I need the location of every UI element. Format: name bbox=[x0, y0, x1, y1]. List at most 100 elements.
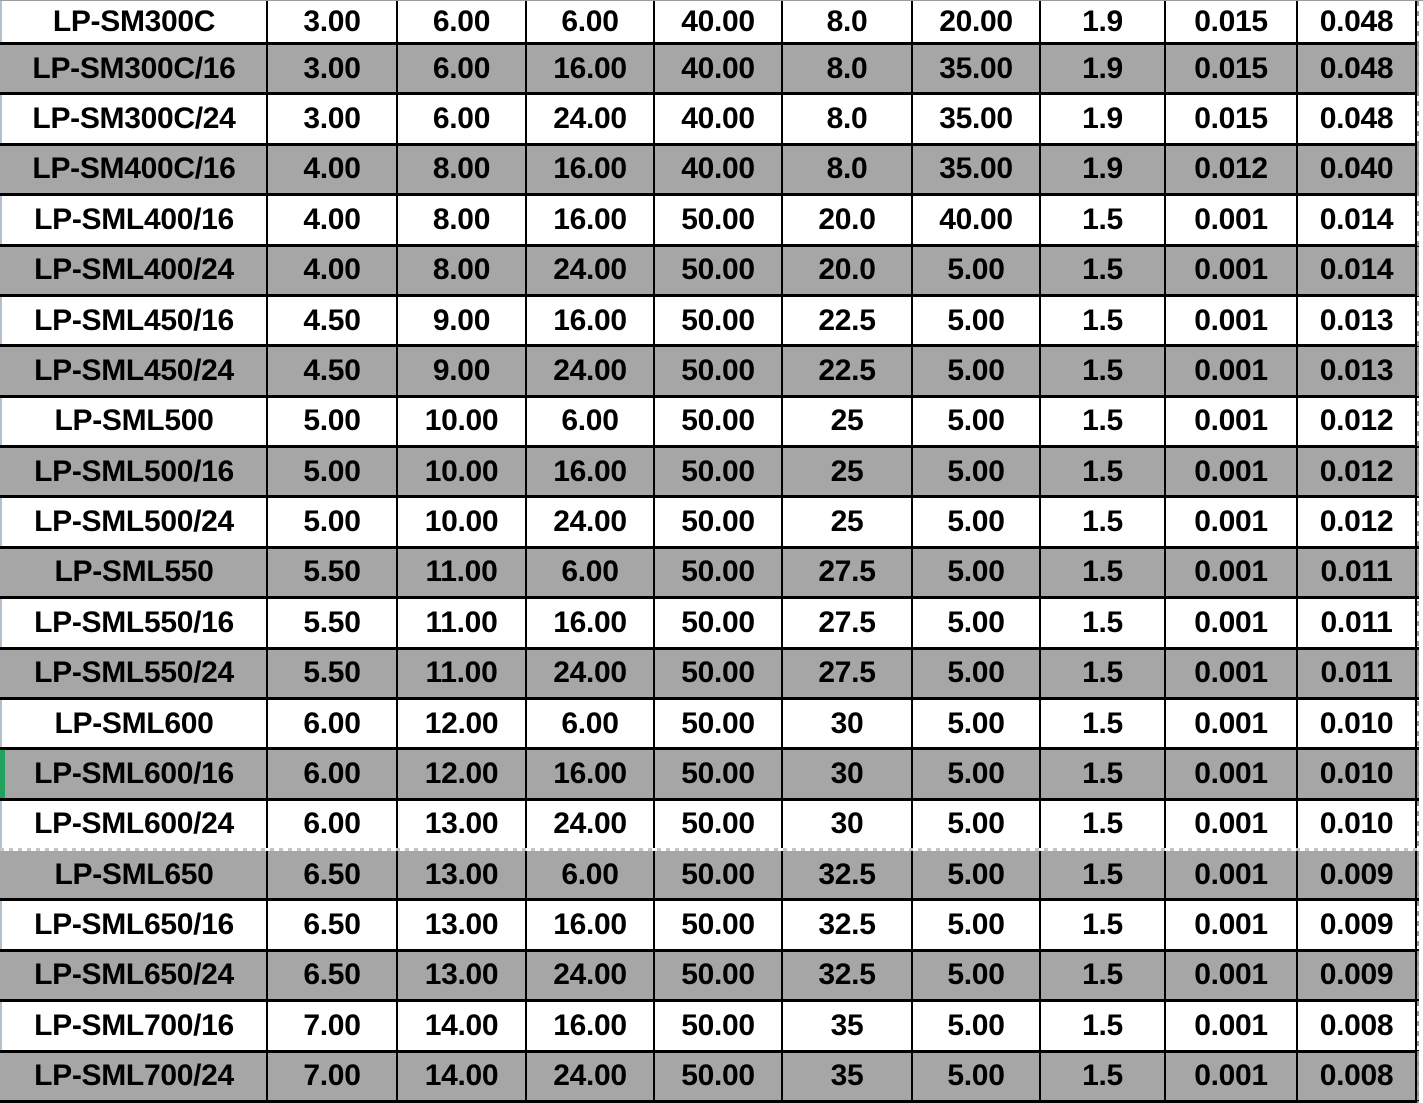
value-cell[interactable]: 50.00 bbox=[655, 246, 783, 294]
value-cell[interactable]: 0.011 bbox=[1298, 599, 1417, 647]
value-cell[interactable]: 0.040 bbox=[1298, 145, 1417, 194]
model-cell[interactable]: LP-SM300C bbox=[0, 1, 268, 42]
value-cell[interactable]: 6.00 bbox=[398, 95, 527, 143]
model-cell[interactable]: LP-SML600/24 bbox=[0, 800, 268, 848]
value-cell[interactable]: 5.00 bbox=[913, 397, 1041, 445]
value-cell[interactable]: 10.00 bbox=[398, 397, 527, 445]
value-cell[interactable]: 0.001 bbox=[1166, 296, 1298, 345]
value-cell[interactable]: 6.50 bbox=[268, 951, 398, 1000]
value-cell[interactable]: 6.00 bbox=[268, 800, 398, 848]
value-cell[interactable]: 0.008 bbox=[1298, 1002, 1417, 1050]
value-cell[interactable]: 1.5 bbox=[1041, 296, 1166, 345]
model-cell[interactable]: LP-SML700/24 bbox=[0, 1052, 268, 1100]
value-cell[interactable]: 4.00 bbox=[268, 246, 398, 294]
value-cell[interactable]: 7.00 bbox=[268, 1052, 398, 1100]
value-cell[interactable]: 0.001 bbox=[1166, 649, 1298, 697]
value-cell[interactable]: 6.00 bbox=[398, 1, 527, 42]
value-cell[interactable]: 0.001 bbox=[1166, 397, 1298, 445]
value-cell[interactable]: 5.00 bbox=[913, 649, 1041, 697]
value-cell[interactable]: 9.00 bbox=[398, 296, 527, 345]
value-cell[interactable]: 0.011 bbox=[1298, 548, 1417, 597]
value-cell[interactable]: 0.048 bbox=[1298, 45, 1417, 93]
value-cell[interactable]: 0.015 bbox=[1166, 45, 1298, 93]
value-cell[interactable]: 9.00 bbox=[398, 347, 527, 395]
value-cell[interactable]: 1.5 bbox=[1041, 1002, 1166, 1050]
value-cell[interactable]: 24.00 bbox=[527, 951, 655, 1000]
value-cell[interactable]: 0.001 bbox=[1166, 196, 1298, 244]
model-cell[interactable]: LP-SML500/24 bbox=[0, 498, 268, 546]
value-cell[interactable]: 7.00 bbox=[268, 1002, 398, 1050]
value-cell[interactable]: 5.50 bbox=[268, 548, 398, 597]
value-cell[interactable]: 1.5 bbox=[1041, 851, 1166, 899]
value-cell[interactable]: 5.50 bbox=[268, 599, 398, 647]
value-cell[interactable]: 24.00 bbox=[527, 800, 655, 848]
value-cell[interactable]: 4.00 bbox=[268, 145, 398, 194]
value-cell[interactable]: 35.00 bbox=[913, 95, 1041, 143]
value-cell[interactable]: 0.008 bbox=[1298, 1052, 1417, 1100]
value-cell[interactable]: 4.00 bbox=[268, 196, 398, 244]
value-cell[interactable]: 6.00 bbox=[527, 1, 655, 42]
value-cell[interactable]: 5.50 bbox=[268, 649, 398, 697]
value-cell[interactable]: 40.00 bbox=[655, 145, 783, 194]
value-cell[interactable]: 0.013 bbox=[1298, 296, 1417, 345]
value-cell[interactable]: 0.048 bbox=[1298, 1, 1417, 42]
value-cell[interactable]: 32.5 bbox=[783, 851, 913, 899]
value-cell[interactable]: 50.00 bbox=[655, 1052, 783, 1100]
value-cell[interactable]: 27.5 bbox=[783, 649, 913, 697]
model-cell[interactable]: LP-SM300C/24 bbox=[0, 95, 268, 143]
value-cell[interactable]: 0.001 bbox=[1166, 951, 1298, 1000]
value-cell[interactable]: 5.00 bbox=[268, 498, 398, 546]
value-cell[interactable]: 0.001 bbox=[1166, 246, 1298, 294]
value-cell[interactable]: 5.00 bbox=[913, 699, 1041, 748]
value-cell[interactable]: 50.00 bbox=[655, 296, 783, 345]
value-cell[interactable]: 8.0 bbox=[783, 145, 913, 194]
value-cell[interactable]: 1.5 bbox=[1041, 448, 1166, 496]
value-cell[interactable]: 50.00 bbox=[655, 599, 783, 647]
value-cell[interactable]: 0.014 bbox=[1298, 196, 1417, 244]
model-cell[interactable]: LP-SML550/16 bbox=[0, 599, 268, 647]
value-cell[interactable]: 0.015 bbox=[1166, 1, 1298, 42]
value-cell[interactable]: 4.50 bbox=[268, 296, 398, 345]
value-cell[interactable]: 5.00 bbox=[913, 498, 1041, 546]
value-cell[interactable]: 22.5 bbox=[783, 347, 913, 395]
value-cell[interactable]: 5.00 bbox=[913, 750, 1041, 798]
value-cell[interactable]: 1.9 bbox=[1041, 45, 1166, 93]
value-cell[interactable]: 1.5 bbox=[1041, 347, 1166, 395]
value-cell[interactable]: 1.9 bbox=[1041, 1, 1166, 42]
value-cell[interactable]: 0.010 bbox=[1298, 699, 1417, 748]
value-cell[interactable]: 0.009 bbox=[1298, 951, 1417, 1000]
value-cell[interactable]: 24.00 bbox=[527, 347, 655, 395]
value-cell[interactable]: 50.00 bbox=[655, 951, 783, 1000]
value-cell[interactable]: 6.00 bbox=[527, 699, 655, 748]
value-cell[interactable]: 0.001 bbox=[1166, 901, 1298, 949]
value-cell[interactable]: 30 bbox=[783, 750, 913, 798]
value-cell[interactable]: 6.00 bbox=[268, 750, 398, 798]
model-cell[interactable]: LP-SML450/16 bbox=[0, 296, 268, 345]
value-cell[interactable]: 5.00 bbox=[913, 1002, 1041, 1050]
value-cell[interactable]: 0.001 bbox=[1166, 448, 1298, 496]
model-cell[interactable]: LP-SML600/16 bbox=[0, 750, 268, 798]
value-cell[interactable]: 1.5 bbox=[1041, 649, 1166, 697]
value-cell[interactable]: 40.00 bbox=[655, 45, 783, 93]
value-cell[interactable]: 35 bbox=[783, 1052, 913, 1100]
value-cell[interactable]: 1.5 bbox=[1041, 951, 1166, 1000]
value-cell[interactable]: 8.0 bbox=[783, 45, 913, 93]
value-cell[interactable]: 5.00 bbox=[913, 901, 1041, 949]
value-cell[interactable]: 50.00 bbox=[655, 397, 783, 445]
value-cell[interactable]: 0.001 bbox=[1166, 1002, 1298, 1050]
model-cell[interactable]: LP-SML700/16 bbox=[0, 1002, 268, 1050]
value-cell[interactable]: 20.00 bbox=[913, 1, 1041, 42]
value-cell[interactable]: 3.00 bbox=[268, 45, 398, 93]
model-cell[interactable]: LP-SML550/24 bbox=[0, 649, 268, 697]
value-cell[interactable]: 5.00 bbox=[268, 448, 398, 496]
value-cell[interactable]: 5.00 bbox=[913, 296, 1041, 345]
value-cell[interactable]: 50.00 bbox=[655, 851, 783, 899]
value-cell[interactable]: 5.00 bbox=[913, 1052, 1041, 1100]
value-cell[interactable]: 50.00 bbox=[655, 548, 783, 597]
value-cell[interactable]: 16.00 bbox=[527, 296, 655, 345]
value-cell[interactable]: 16.00 bbox=[527, 448, 655, 496]
value-cell[interactable]: 40.00 bbox=[913, 196, 1041, 244]
value-cell[interactable]: 3.00 bbox=[268, 95, 398, 143]
value-cell[interactable]: 8.00 bbox=[398, 196, 527, 244]
value-cell[interactable]: 50.00 bbox=[655, 699, 783, 748]
